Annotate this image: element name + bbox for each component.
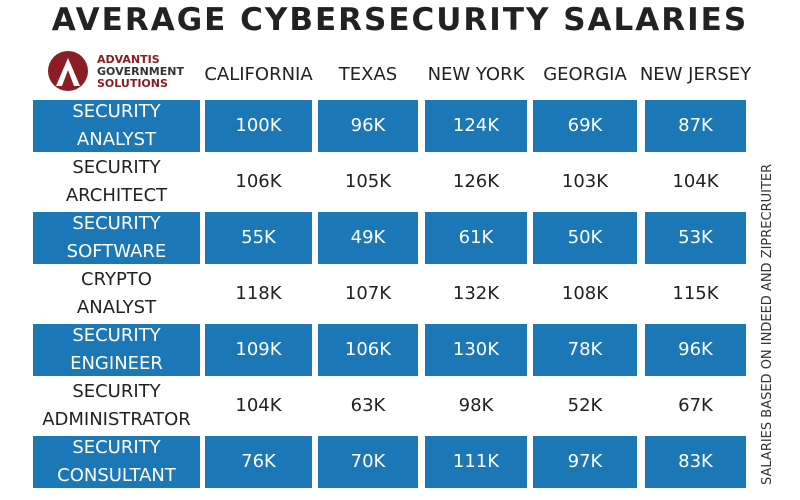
column-header: NEW JERSEY: [639, 64, 752, 85]
salary-cell: 106K: [235, 171, 282, 192]
role-cell: SECURITY ADMINISTRATOR: [33, 380, 200, 432]
role-text: CRYPTO: [81, 269, 152, 290]
title: AVERAGE CYBERSECURITY SALARIES: [51, 2, 749, 38]
salary-cell: 63K: [350, 395, 386, 416]
role-text: ANALYST: [76, 129, 157, 150]
salary-cell: 67K: [678, 395, 713, 416]
salary-cell: 103K: [561, 171, 609, 192]
salary-cell: 100K: [205, 100, 312, 152]
logo-text: SOLUTIONS: [97, 77, 168, 90]
role-text: SECURITY: [72, 381, 161, 402]
role-text: SOFTWARE: [66, 241, 167, 262]
column-header: CALIFORNIA: [204, 64, 313, 85]
role-text: ARCHITECT: [65, 185, 168, 206]
logo-text: GOVERNMENT: [97, 65, 184, 78]
salary-cell: 124K: [425, 100, 527, 152]
role-cell: SECURITY SOFTWARE: [33, 212, 200, 264]
salary-cell: 53K: [645, 212, 746, 264]
salary-cell: 115K: [672, 283, 719, 304]
salary-cell: 104K: [672, 171, 719, 192]
role-cell: SECURITY ARCHITECT: [33, 156, 200, 208]
salary-cell: 104K: [235, 395, 282, 416]
role-cell: SECURITY ANALYST: [33, 100, 200, 152]
salary-cell: 78K: [533, 324, 637, 376]
salary-cell: 118K: [235, 283, 282, 304]
role-text: SECURITY: [72, 101, 161, 122]
salary-cell: 106K: [318, 324, 418, 376]
salary-cell: 111K: [425, 436, 527, 488]
role-text: ANALYST: [76, 297, 157, 318]
salary-cell: 107K: [344, 283, 392, 304]
salary-cell: 105K: [344, 171, 392, 192]
role-text: CONSULTANT: [57, 465, 176, 486]
salary-cell: 130K: [425, 324, 527, 376]
role-cell: SECURITY ENGINEER: [33, 324, 200, 376]
salary-cell: 97K: [533, 436, 637, 488]
column-header: TEXAS: [338, 64, 398, 85]
role-text: ENGINEER: [70, 353, 163, 374]
salary-cell: 49K: [318, 212, 418, 264]
salary-cell: 96K: [318, 100, 418, 152]
salary-cell: 126K: [452, 171, 500, 192]
role-cell: CRYPTO ANALYST: [33, 268, 200, 320]
role-text: SECURITY: [72, 437, 161, 458]
salary-cell: 87K: [645, 100, 746, 152]
salary-cell: 69K: [533, 100, 637, 152]
salary-cell: 83K: [645, 436, 746, 488]
salary-cell: 108K: [561, 283, 609, 304]
salary-cell: 61K: [425, 212, 527, 264]
salary-cell: 76K: [205, 436, 312, 488]
role-text: SECURITY: [72, 157, 161, 178]
logo-text: ADVANTIS: [97, 53, 160, 66]
role-text: SECURITY: [72, 213, 161, 234]
column-header: GEORGIA: [543, 64, 627, 85]
salary-cell: 70K: [318, 436, 418, 488]
salary-cell: 98K: [458, 395, 494, 416]
source-note: SALARIES BASED ON INDEED AND ZIPRECRUITE…: [760, 163, 775, 485]
salary-cell: 52K: [567, 395, 603, 416]
salary-cell: 96K: [645, 324, 746, 376]
role-text: SECURITY: [72, 325, 161, 346]
column-header: NEW YORK: [427, 64, 525, 85]
role-cell: SECURITY CONSULTANT: [33, 436, 200, 488]
salary-cell: 109K: [205, 324, 312, 376]
logo-icon: [48, 51, 88, 91]
salary-cell: 50K: [533, 212, 637, 264]
role-text: ADMINISTRATOR: [42, 409, 191, 430]
salary-cell: 132K: [452, 283, 500, 304]
salary-cell: 55K: [205, 212, 312, 264]
